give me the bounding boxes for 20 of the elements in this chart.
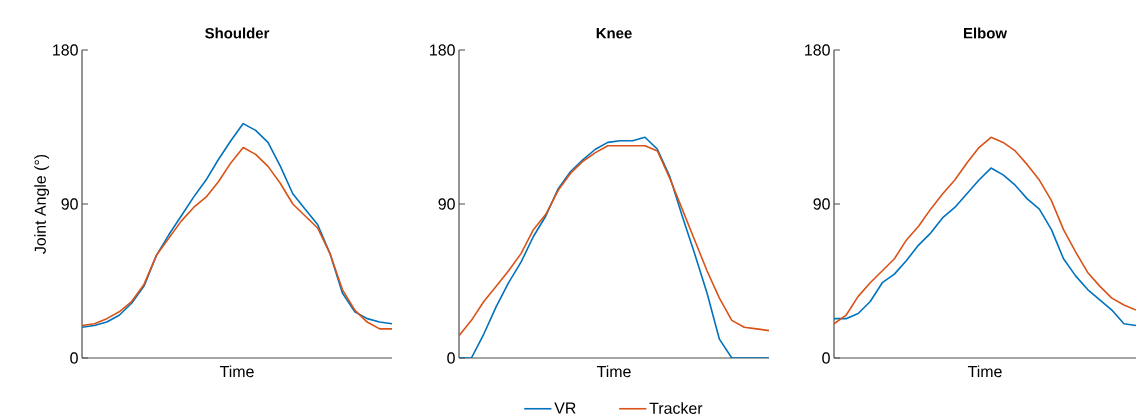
chart-title: Elbow — [964, 27, 1008, 39]
x-axis-title: Time — [219, 365, 254, 378]
x-axis-title: Time — [967, 365, 1002, 378]
y-tick-label: 90 — [813, 198, 830, 210]
y-tick-label: 0 — [70, 352, 78, 364]
chart-title: Shoulder — [205, 27, 270, 39]
x-axis-title: Time — [596, 365, 631, 378]
y-tick-label: 90 — [438, 198, 455, 210]
y-tick-label: 0 — [447, 352, 455, 364]
y-tick-label: 180 — [430, 44, 455, 56]
y-tick-label: 180 — [805, 44, 830, 56]
line-series — [834, 136, 1136, 325]
y-tick-label: 0 — [822, 352, 830, 364]
legend-label: Tracker — [649, 402, 703, 414]
line-series — [834, 167, 1136, 327]
y-axis-title: Joint Angle (°) — [34, 154, 50, 254]
legend-label: VR — [554, 402, 576, 414]
y-tick-label: 90 — [61, 198, 78, 210]
y-tick-label: 180 — [53, 44, 78, 56]
chart-title: Knee — [596, 27, 632, 39]
